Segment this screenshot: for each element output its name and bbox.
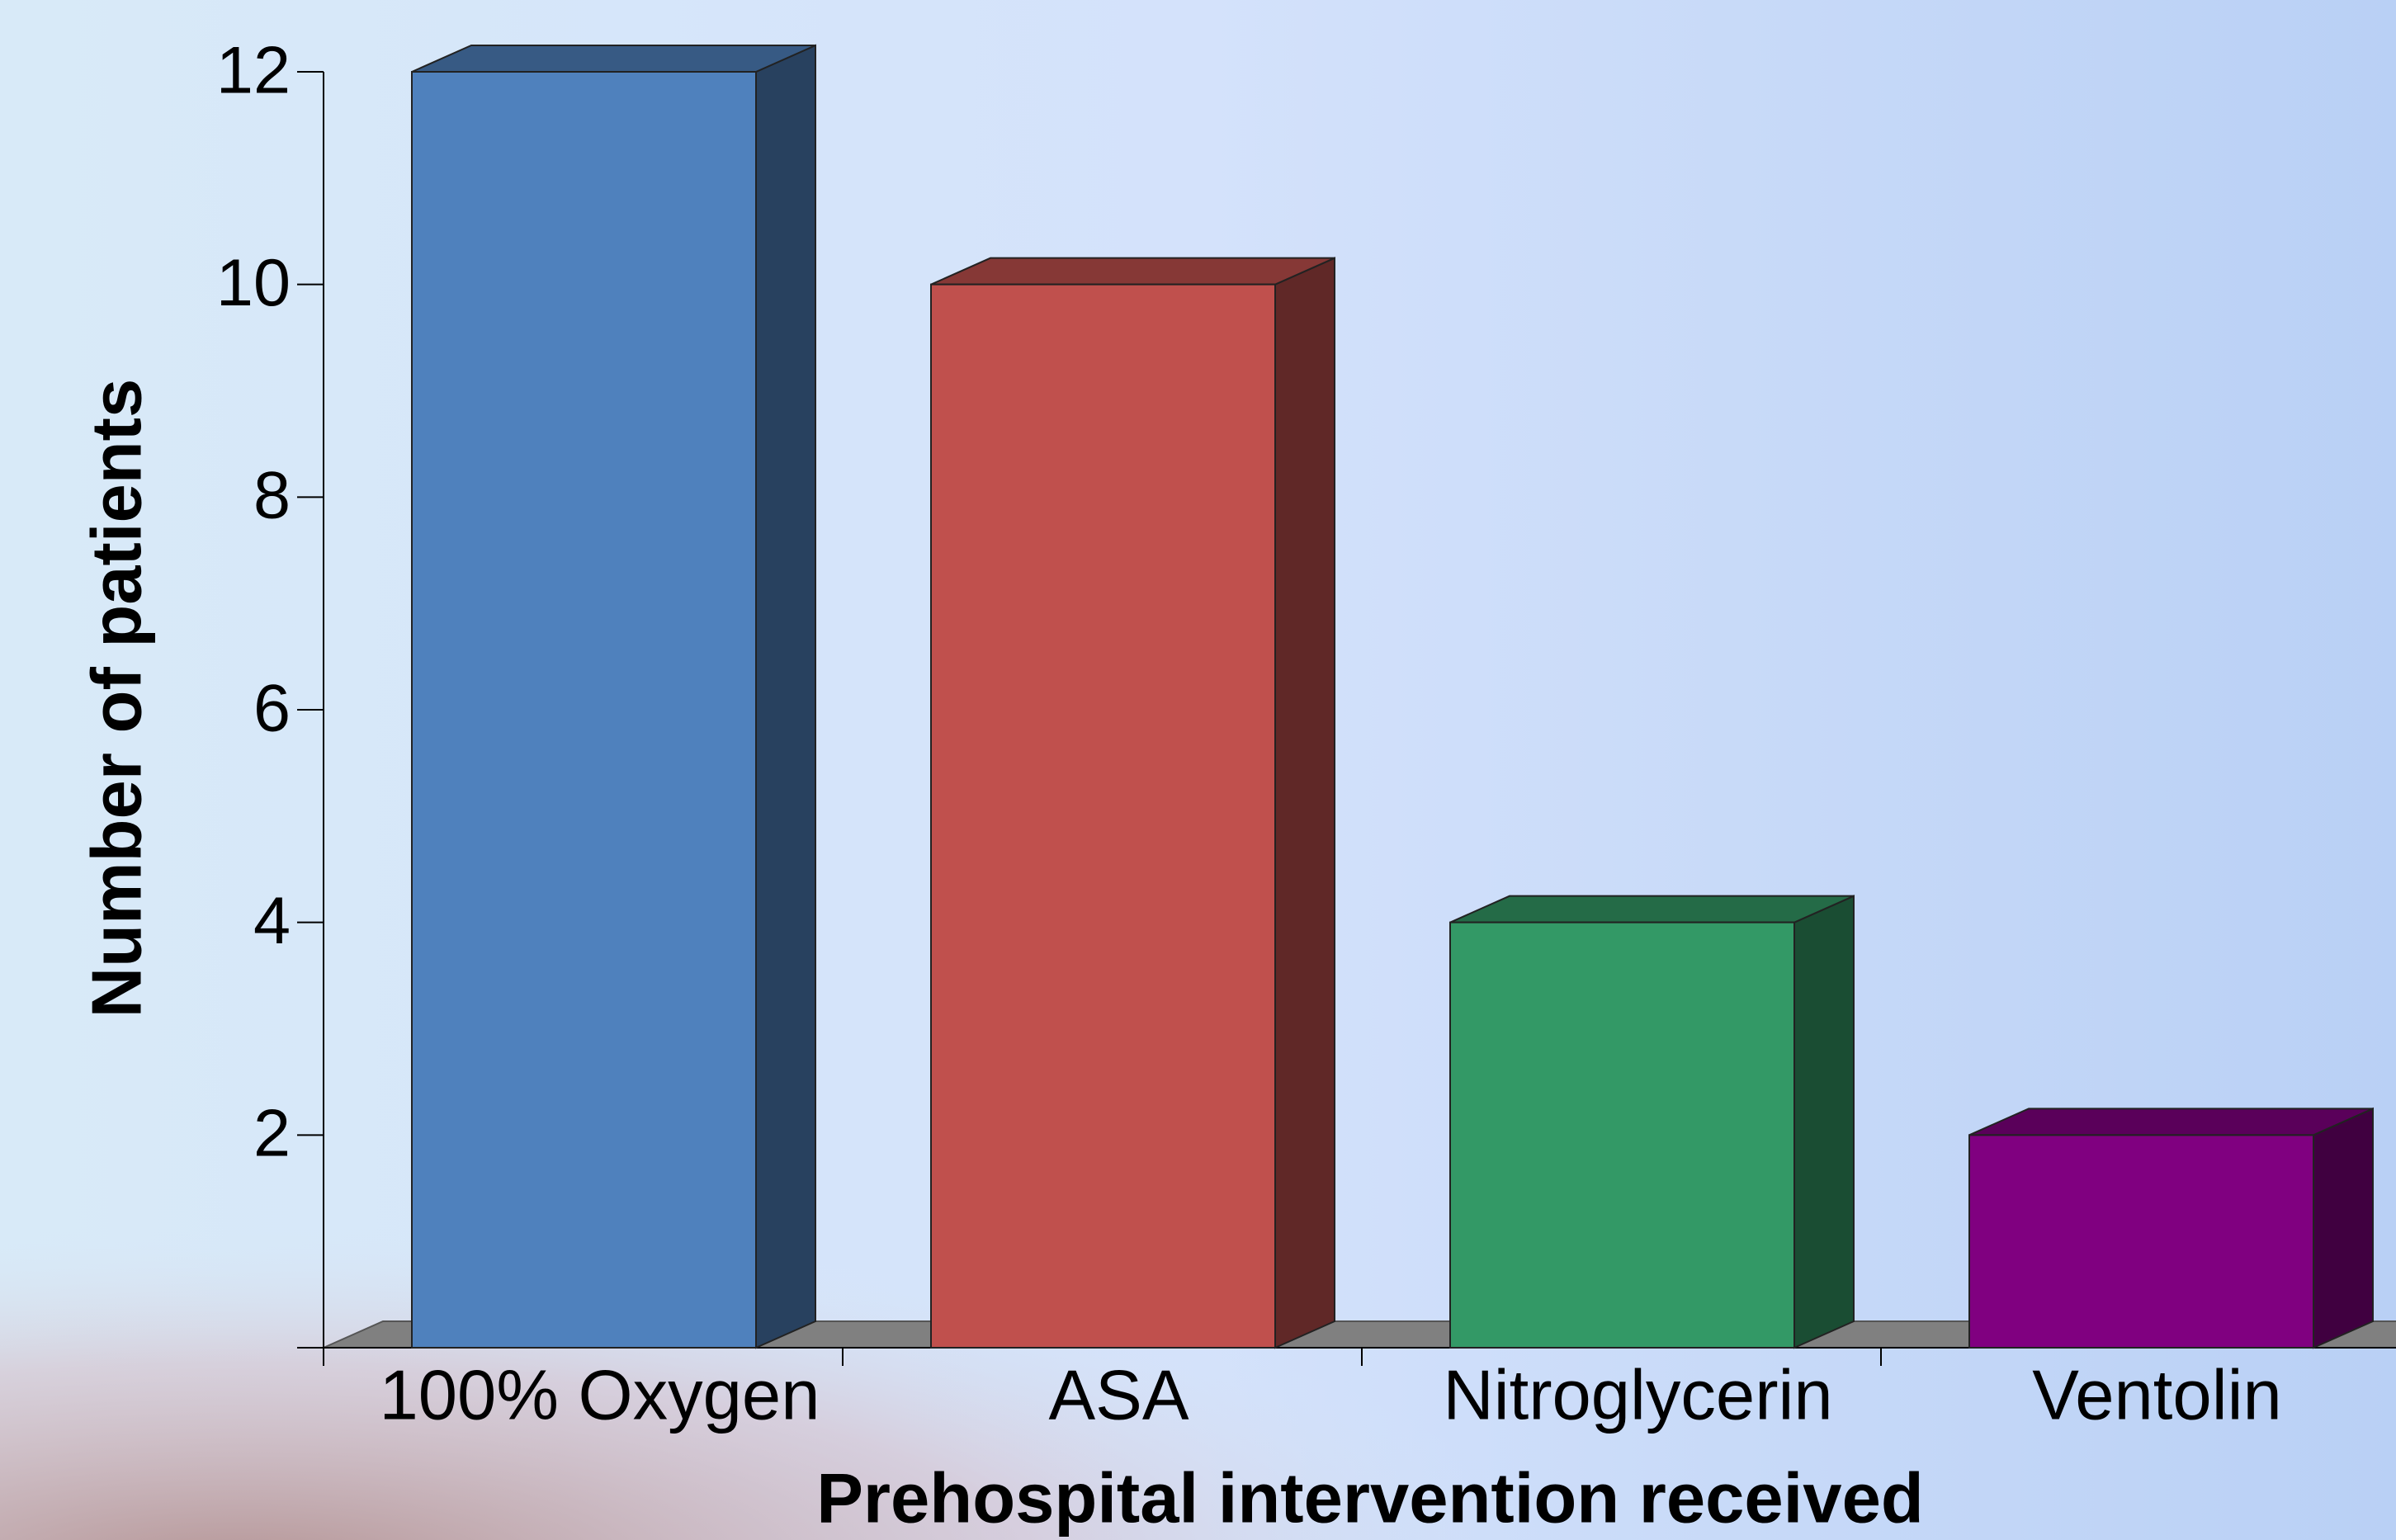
bar [411,44,816,1349]
bar-top [930,257,1335,286]
y-tick-label: 8 [253,459,291,533]
x-tick-label: Ventolin [2032,1356,2281,1434]
y-tick-label: 2 [253,1097,291,1171]
y-tick-label: 12 [216,33,291,107]
bar-front [411,71,757,1349]
bar-front [930,283,1276,1349]
y-tick-label: 4 [253,884,291,958]
bar-side [1793,895,1855,1349]
x-axis-label: Prehospital intervention received [816,1459,1924,1538]
bar-top [1968,1108,2374,1136]
bar [1449,895,1855,1349]
bar-top [1449,895,1855,924]
x-tick-label: 100% Oxygen [380,1356,820,1434]
bar-front [1449,921,1795,1349]
x-tick-label: Nitroglycerin [1443,1356,1832,1434]
bar-front [1968,1134,2314,1349]
bar-top [411,45,816,73]
y-tick-label: 10 [216,246,291,320]
y-tick-label: 6 [253,671,291,745]
bar [1968,1107,2374,1349]
bar-side [2313,1107,2374,1349]
bar [930,257,1335,1349]
bar-side [755,44,816,1349]
x-tick-label: ASA [1048,1356,1189,1434]
bar-side [1274,257,1335,1349]
y-axis-label: Number of patients [78,379,156,1018]
